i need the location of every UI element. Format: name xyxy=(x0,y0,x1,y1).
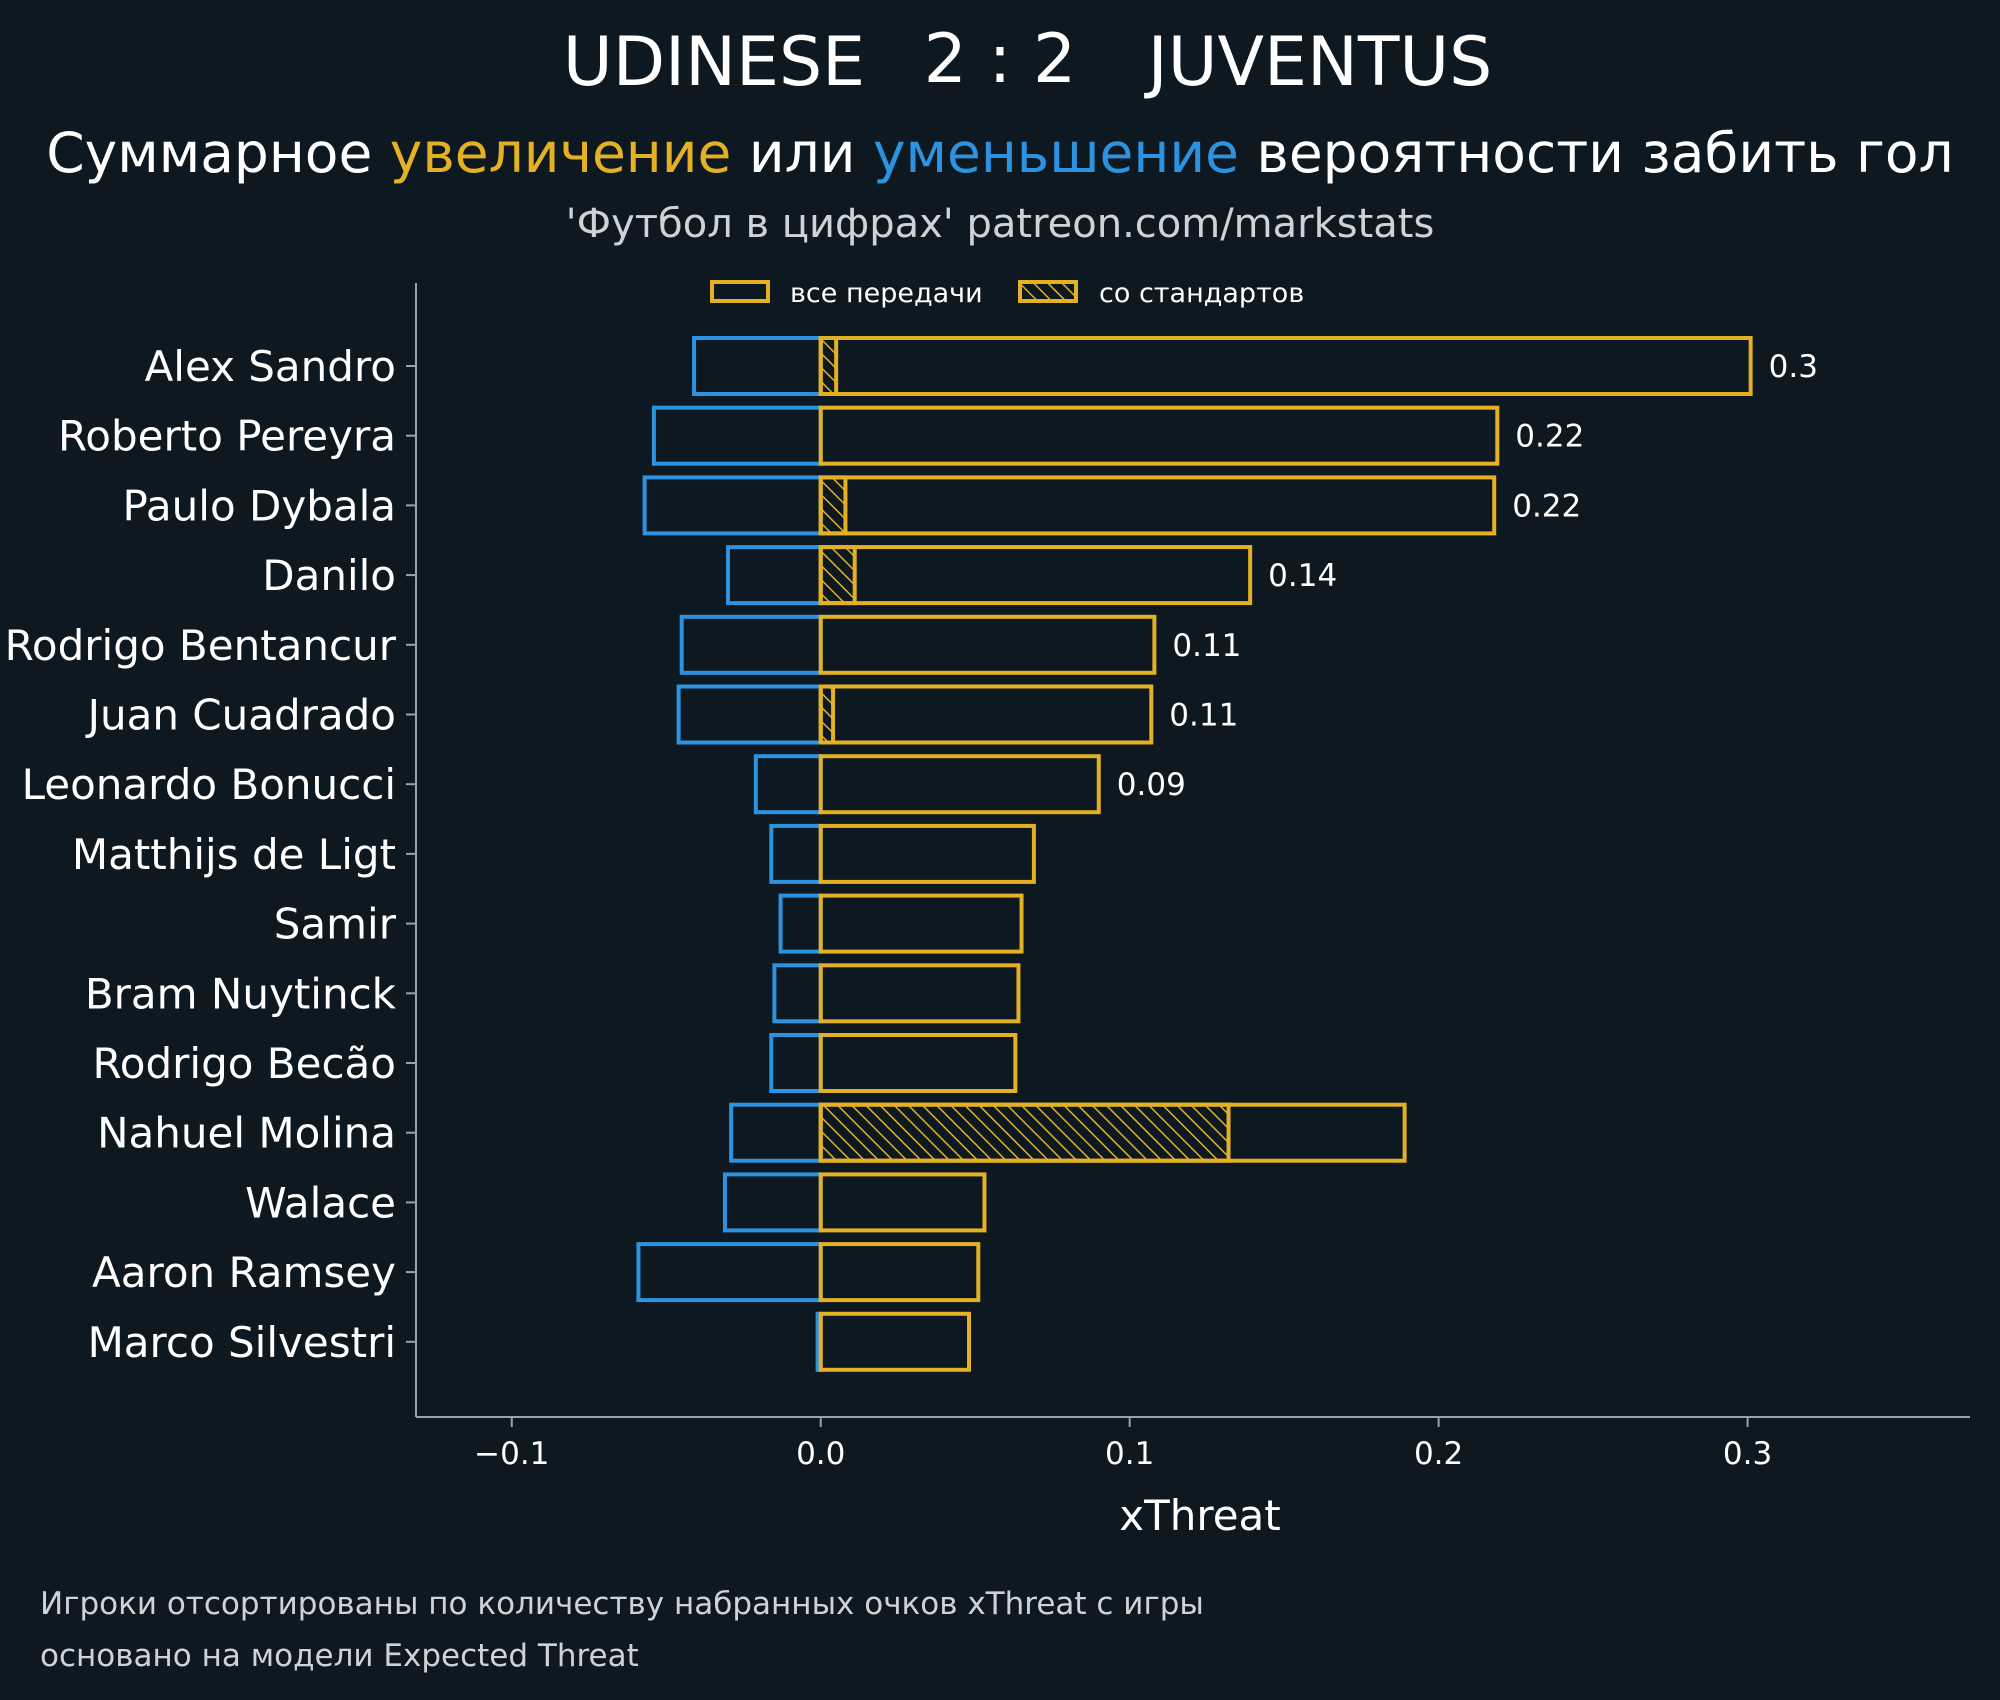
x-tick-label: 0.1 xyxy=(1105,1436,1154,1472)
bar-all-passes xyxy=(818,1242,981,1303)
home-team-title: UDINESE xyxy=(563,23,865,102)
legend-label-all-passes: все передачи xyxy=(790,278,983,309)
bar-decrease xyxy=(772,963,823,1024)
player-label: Bram Nuytinck xyxy=(85,969,397,1018)
bar-decrease xyxy=(769,823,823,884)
footnote-2: основано на модели Expected Threat xyxy=(40,1638,639,1674)
player-label: Roberto Pereyra xyxy=(58,412,396,461)
value-label: 0.3 xyxy=(1769,349,1818,385)
player-label: Matthijs de Ligt xyxy=(72,830,396,879)
x-tick-label: 0.0 xyxy=(796,1436,845,1472)
player-label: Paulo Dybala xyxy=(122,481,396,530)
bar-decrease xyxy=(769,1033,823,1093)
value-label: 0.11 xyxy=(1169,698,1238,734)
player-label: Aaron Ramsey xyxy=(92,1248,396,1297)
subtitle-part-2: или xyxy=(731,121,873,185)
player-label: Marco Silvestri xyxy=(88,1318,396,1367)
player-label: Danilo xyxy=(262,551,396,600)
x-ticks: −0.1 0.0 0.1 0.2 0.3 xyxy=(474,1417,1772,1472)
bar-all-passes xyxy=(818,336,1753,396)
player-label: Nahuel Molina xyxy=(97,1109,396,1158)
x-tick-label: −0.1 xyxy=(474,1436,549,1472)
x-axis-label: xThreat xyxy=(1119,1491,1281,1540)
subtitle: Суммарное увеличение или уменьшение веро… xyxy=(46,121,1953,185)
bar-all-passes xyxy=(818,963,1021,1024)
legend-swatch-all-passes xyxy=(710,280,770,303)
credit-line: 'Футбол в цифрах' patreon.com/markstats xyxy=(566,201,1435,247)
bar-all-passes xyxy=(818,684,1154,745)
bar-all-passes xyxy=(818,754,1101,815)
away-team-title: JUVENTUS xyxy=(1144,23,1493,102)
bar-set-pieces xyxy=(818,336,839,396)
value-label: 0.22 xyxy=(1512,488,1581,524)
bar-decrease xyxy=(636,1242,823,1303)
subtitle-part-0: Суммарное xyxy=(46,121,389,185)
legend-swatch-set-pieces xyxy=(1018,280,1078,303)
bar-all-passes xyxy=(818,823,1036,884)
player-label: Rodrigo Bentancur xyxy=(5,621,397,670)
bar-all-passes xyxy=(818,1311,972,1372)
bar-set-pieces xyxy=(818,475,848,536)
bar-all-passes xyxy=(818,1172,987,1233)
bar-decrease xyxy=(692,336,823,396)
bars-layer xyxy=(636,336,1753,1372)
bar-all-passes xyxy=(818,405,1500,466)
bar-all-passes xyxy=(818,893,1024,954)
bar-decrease xyxy=(679,614,823,675)
value-label: 0.22 xyxy=(1515,419,1584,455)
x-tick-label: 0.2 xyxy=(1414,1436,1463,1472)
legend: все передачи со стандартов xyxy=(710,278,1304,309)
bar-decrease xyxy=(676,684,823,745)
value-label: 0.14 xyxy=(1268,558,1337,594)
player-label: Leonardo Bonucci xyxy=(22,760,396,809)
bar-decrease xyxy=(726,545,823,606)
value-labels: 0.3 0.22 0.22 0.14 0.11 0.11 0.09 xyxy=(1117,349,1818,803)
y-tick-labels: Alex Sandro Roberto Pereyra Paulo Dybala Da… xyxy=(5,342,416,1367)
player-label: Juan Cuadrado xyxy=(85,691,396,740)
footnote-1: Игроки отсортированы по количеству набра… xyxy=(40,1586,1204,1622)
bar-all-passes xyxy=(818,1033,1018,1093)
bar-decrease xyxy=(651,405,823,466)
value-label: 0.09 xyxy=(1117,767,1186,803)
bar-set-pieces xyxy=(818,545,857,606)
bar-all-passes xyxy=(818,614,1157,675)
bar-decrease xyxy=(753,754,823,815)
score-title: 2 : 2 xyxy=(924,20,1077,99)
subtitle-part-4: вероятности забить гол xyxy=(1239,121,1954,185)
legend-label-set-pieces: со стандартов xyxy=(1099,278,1304,309)
bar-decrease xyxy=(729,1102,823,1163)
player-label: Samir xyxy=(274,900,397,949)
bar-all-passes xyxy=(818,475,1497,536)
bar-decrease xyxy=(778,893,823,954)
value-label: 0.11 xyxy=(1172,628,1241,664)
bar-all-passes xyxy=(818,545,1253,606)
bar-all-passes xyxy=(818,1102,1407,1163)
subtitle-part-3: уменьшение xyxy=(873,121,1239,185)
x-tick-label: 0.3 xyxy=(1723,1436,1772,1472)
player-label: Walace xyxy=(245,1178,396,1227)
bar-set-pieces xyxy=(818,1102,1231,1163)
player-label: Alex Sandro xyxy=(145,342,396,391)
player-label: Rodrigo Becão xyxy=(93,1039,396,1088)
subtitle-part-1: увеличение xyxy=(390,121,732,185)
bar-decrease xyxy=(722,1172,823,1233)
bar-decrease xyxy=(642,475,823,536)
